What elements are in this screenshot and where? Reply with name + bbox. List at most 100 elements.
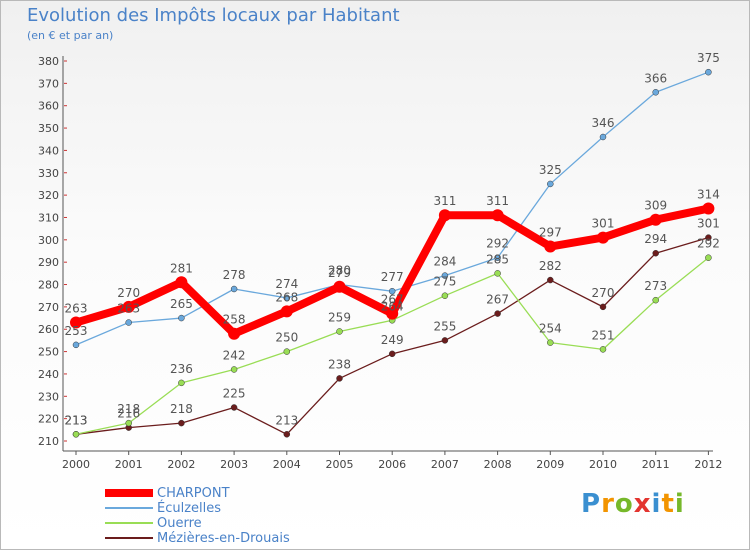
data-label-3: 249 (381, 333, 404, 347)
data-label-3: 225 (223, 386, 246, 400)
data-point-3 (441, 337, 449, 344)
data-point-3 (547, 276, 554, 284)
data-point-0 (280, 305, 293, 318)
data-label-0: 258 (223, 313, 246, 327)
data-label-0: 314 (697, 188, 720, 202)
data-point-2 (72, 431, 80, 438)
data-point-2 (125, 419, 132, 427)
data-point-3 (230, 404, 238, 411)
data-label-3: 294 (644, 232, 667, 246)
data-point-2 (230, 366, 238, 373)
legend-swatch-mezieres (105, 537, 153, 539)
data-label-1: 346 (592, 116, 615, 130)
y-tick-label: 370 (38, 77, 59, 90)
y-tick-label: 360 (38, 100, 59, 113)
x-tick-label: 2009 (536, 458, 564, 471)
data-point-1 (599, 133, 607, 141)
data-point-0 (333, 280, 346, 293)
y-tick-label: 350 (38, 122, 59, 135)
data-point-0 (491, 209, 504, 222)
data-point-3 (336, 375, 343, 382)
y-tick-label: 210 (38, 435, 59, 448)
data-label-1: 265 (170, 297, 193, 311)
y-tick-label: 220 (38, 413, 59, 426)
data-point-2 (178, 379, 185, 387)
series-layer (70, 68, 715, 438)
data-label-3: 213 (275, 413, 298, 427)
chart-title: Evolution des Impôts locaux par Habitant (27, 5, 400, 26)
data-point-1 (494, 254, 501, 261)
data-point-0 (438, 209, 451, 222)
data-point-1 (72, 341, 80, 349)
y-tick-label: 380 (38, 55, 59, 68)
data-point-0 (122, 300, 135, 313)
legend-item-eculzelles: Éculzelles (105, 501, 290, 516)
data-label-2: 275 (433, 275, 456, 289)
data-point-2 (652, 296, 659, 304)
legend: CHARPONT Éculzelles Ouerre Mézières-en-D… (105, 486, 290, 546)
data-label-0: 311 (433, 194, 456, 208)
legend-label-mezieres: Mézières-en-Drouais (157, 531, 290, 546)
data-label-0: 301 (592, 217, 615, 231)
data-label-0: 279 (328, 266, 351, 280)
x-tick-label: 2002 (167, 458, 195, 471)
data-label-1: 366 (644, 71, 667, 85)
data-point-3 (705, 234, 712, 241)
legend-swatch-eculzelles (105, 507, 153, 509)
x-tick-label: 2007 (431, 458, 459, 471)
data-point-0 (386, 307, 399, 320)
data-point-0 (70, 316, 82, 329)
legend-swatch-ouerre (105, 522, 153, 524)
data-label-0: 270 (117, 286, 140, 300)
y-tick-label: 320 (38, 189, 59, 202)
y-tick-label: 340 (38, 144, 59, 157)
data-label-2: 218 (117, 402, 140, 416)
data-label-2: 292 (697, 237, 720, 251)
legend-item-ouerre: Ouerre (105, 516, 290, 531)
data-point-0 (544, 240, 557, 253)
data-point-2 (705, 254, 712, 261)
data-point-1 (178, 314, 185, 322)
y-tick-label: 250 (38, 346, 59, 359)
data-point-3 (388, 350, 396, 358)
data-label-2: 242 (223, 348, 246, 362)
data-label-1: 284 (433, 255, 456, 269)
data-label-1: 274 (275, 277, 298, 291)
data-label-1: 280 (328, 264, 351, 278)
data-point-3 (652, 249, 659, 257)
data-label-2: 259 (328, 310, 351, 324)
data-point-3 (599, 303, 607, 311)
data-point-1 (388, 287, 396, 295)
x-tick-label: 2008 (484, 458, 512, 471)
legend-item-charpont: CHARPONT (105, 486, 290, 501)
x-tick-label: 2003 (220, 458, 248, 471)
data-label-2: 273 (644, 279, 667, 293)
data-label-1: 292 (486, 237, 509, 251)
data-label-1: 325 (539, 163, 562, 177)
data-labels: 213 216 2182252132382492552672822702943012… (65, 51, 720, 427)
data-label-1: 278 (223, 268, 246, 282)
y-tick-label: 240 (38, 368, 59, 381)
data-label-1: 277 (381, 270, 404, 284)
x-tick-label: 2011 (642, 458, 670, 471)
data-point-1 (705, 68, 712, 76)
x-tick-label: 2012 (694, 458, 722, 471)
data-label-1: 263 (117, 302, 140, 316)
x-tick-label: 2000 (62, 458, 90, 471)
legend-label-ouerre: Ouerre (157, 516, 202, 531)
data-label-0: 297 (539, 226, 562, 240)
data-label-2: 236 (170, 362, 193, 376)
data-point-1 (441, 272, 449, 279)
legend-item-mezieres: Mézières-en-Drouais (105, 531, 290, 546)
data-point-0 (175, 276, 188, 289)
data-label-2: 213 (65, 413, 88, 427)
data-label-3: 301 (697, 217, 720, 231)
y-tick-label: 330 (38, 167, 59, 180)
data-label-0: 263 (65, 302, 88, 316)
data-label-2: 285 (486, 252, 509, 266)
data-point-2 (441, 292, 449, 299)
data-label-0: 309 (644, 199, 667, 213)
y-tick-label: 290 (38, 256, 59, 269)
data-label-3: 255 (433, 319, 456, 333)
